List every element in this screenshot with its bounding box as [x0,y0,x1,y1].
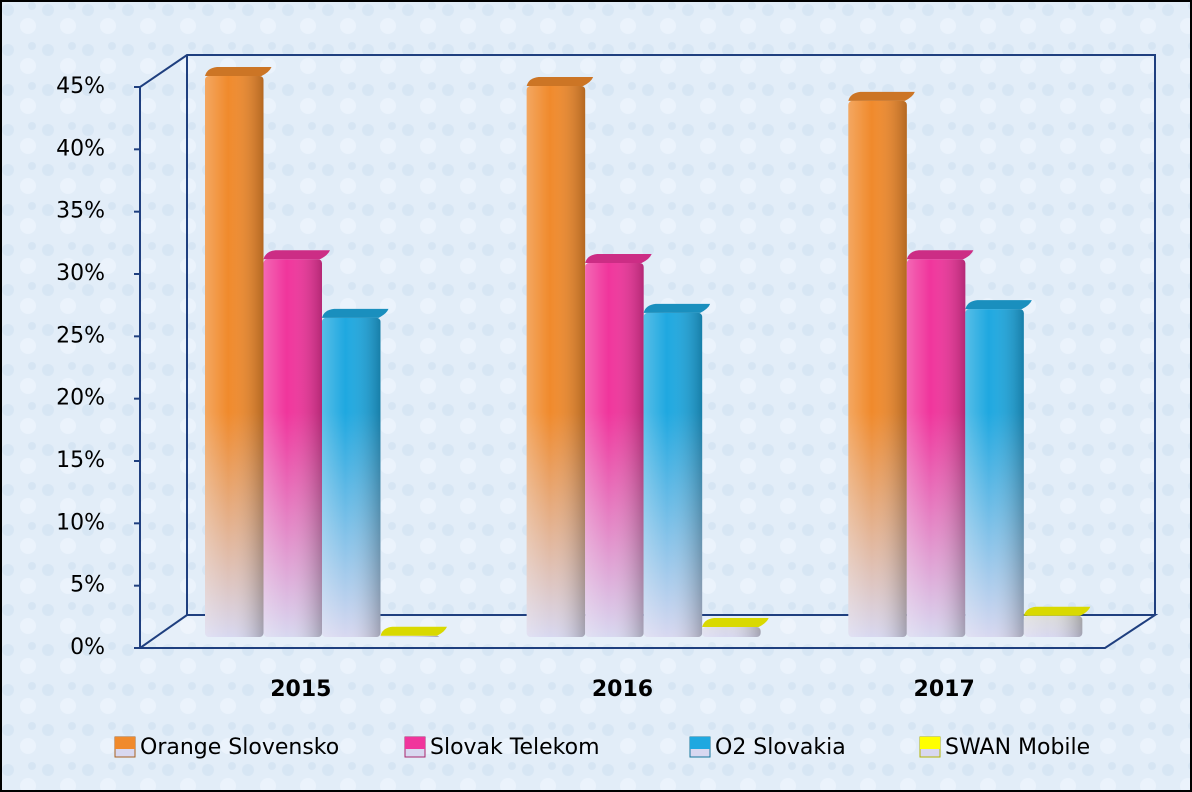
bar-top [1023,606,1091,616]
bar-top [906,250,974,260]
legend-swatch-fill [690,737,710,749]
bar-shade [702,627,761,637]
bar-shade [205,76,264,637]
legend-label: SWAN Mobile [945,735,1090,760]
y-tick-label: 0% [70,635,105,660]
legend-swatch-fill [920,737,940,749]
bar-shade [526,85,586,638]
y-tick-label: 40% [56,136,105,161]
bar-shade [263,259,322,637]
legend-label: Slovak Telekom [430,735,600,760]
bar-top [643,303,711,313]
bar-top [263,250,330,260]
bar-shade [322,317,381,637]
legend-swatch-fill [405,737,425,749]
bar-shade [1023,615,1083,637]
y-tick-label: 35% [56,199,105,224]
y-tick-label: 10% [56,510,105,535]
bar-top [380,626,447,636]
bar-shade [585,263,644,637]
y-tick-label: 45% [56,74,105,99]
bar-top [526,76,594,86]
x-tick-label: 2015 [270,677,331,702]
bar-top [848,91,915,101]
bar-shade [848,100,907,637]
y-tick-label: 25% [56,323,105,348]
bar-top [205,67,272,76]
legend-label: O2 Slovakia [715,735,846,760]
bar-top [322,308,389,318]
x-tick-label: 2017 [914,677,975,702]
x-tick-label: 2016 [592,677,653,702]
y-tick-label: 20% [56,386,105,411]
y-tick-label: 30% [56,261,105,286]
bar-shade [643,312,703,637]
bar-top [702,618,769,628]
bar-shade [965,309,1024,637]
y-tick-label: 5% [70,573,105,598]
bar-top [585,254,652,263]
bar-shade [906,259,966,637]
legend-swatch-fill [115,737,135,749]
y-tick-label: 15% [56,448,105,473]
bar-top [965,300,1032,310]
bar-shade [380,635,439,637]
legend-label: Orange Slovensko [140,735,339,760]
